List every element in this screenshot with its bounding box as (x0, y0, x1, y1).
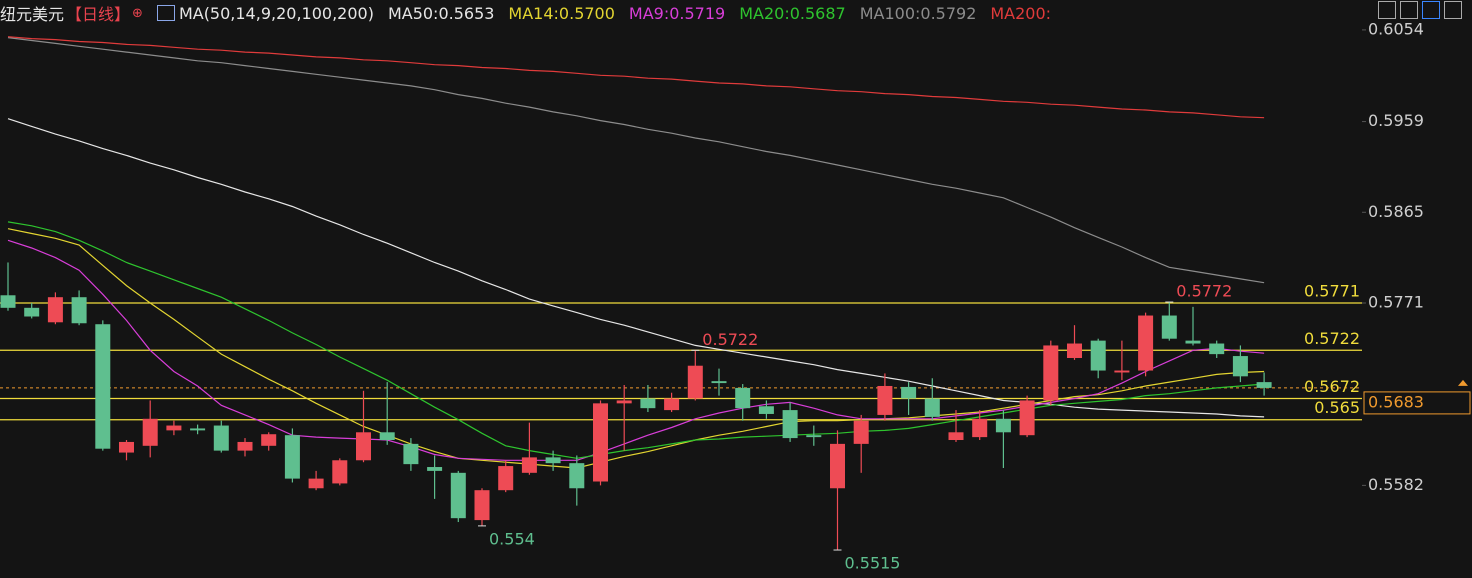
candle-body (1138, 315, 1154, 371)
candle-body (95, 324, 111, 449)
y-tick-label: 0.5582 (1368, 475, 1424, 494)
add-icon[interactable]: ⊕ (132, 5, 143, 21)
candle-body (687, 365, 703, 399)
candle-body (877, 385, 893, 415)
high-label: 0.5722 (702, 330, 758, 349)
candle-body (379, 432, 395, 441)
candle-body (427, 467, 443, 471)
candle-body (616, 400, 632, 404)
candle-body (758, 406, 774, 414)
high-label: 0.5772 (1176, 282, 1232, 301)
candle-body (782, 410, 798, 439)
level-label: 0.5722 (1304, 329, 1360, 348)
y-tick-label: 0.6054 (1368, 19, 1424, 38)
indicator: MA(50,14,9,20,100,200) (178, 3, 374, 23)
last-price-label: 0.5683 (1368, 392, 1424, 411)
ma-line (7, 221, 1265, 459)
candle-body (213, 425, 229, 451)
candle-body (640, 398, 656, 409)
candle-body (853, 420, 869, 444)
candle-body (924, 398, 940, 417)
candle-body (664, 398, 680, 411)
candle-body (142, 418, 158, 446)
ma-line (7, 118, 1265, 418)
level-label: 0.565 (1314, 398, 1360, 417)
candle-body (806, 435, 822, 438)
low-label: 0.5515 (845, 554, 901, 573)
tool-button[interactable] (1378, 1, 1396, 19)
candle-body (735, 387, 751, 409)
level-label: 0.5672 (1304, 377, 1360, 396)
period[interactable]: 【日线】 (66, 5, 131, 24)
legend-entry: MA14:0.5700 (508, 3, 615, 23)
y-tick-label: 0.5771 (1368, 292, 1424, 311)
legend-entry: MA50:0.5653 (387, 3, 495, 23)
candle-body (593, 403, 608, 482)
candle-body (498, 466, 514, 491)
candle-body (284, 435, 300, 479)
candle-body (1256, 382, 1272, 388)
candle-body (569, 463, 585, 489)
candle-body (24, 307, 40, 317)
tool-button[interactable] (1422, 1, 1440, 19)
toolbar (1378, 1, 1462, 19)
candle-body (972, 418, 988, 438)
candle-body (308, 478, 324, 489)
candle-body (1114, 370, 1130, 373)
candle-body (1232, 356, 1248, 377)
last-price-box (1363, 391, 1471, 415)
candle-body (356, 432, 371, 461)
ma-line (7, 36, 1265, 119)
candle-body (521, 457, 537, 473)
candle-body (71, 297, 87, 324)
y-tick-label: 0.5865 (1368, 202, 1424, 221)
candle-body (450, 472, 466, 519)
legend-entry: MA100:0.5792 (859, 3, 977, 23)
indicator-icon[interactable] (156, 5, 175, 21)
candle-body (545, 457, 561, 464)
candle-body (995, 418, 1011, 433)
candle-body (1067, 343, 1082, 358)
y-tick-label: 0.5959 (1368, 111, 1424, 130)
candle-body (1019, 400, 1035, 436)
legend-entry: MA200: (990, 3, 1052, 23)
candle-body (237, 441, 253, 451)
candle-body (948, 432, 964, 441)
tool-button[interactable] (1444, 1, 1462, 19)
legend-entry: MA9:0.5719 (628, 3, 726, 23)
candle-body (1209, 343, 1225, 355)
header: 纽元美元 【日线】 ⊕ MA(50,14,9,20,100,200) MA50:… (0, 0, 1065, 26)
last-price-arrow (1458, 379, 1468, 386)
candle-body (1043, 345, 1059, 401)
candle-body (711, 381, 727, 384)
candle-body (901, 386, 917, 399)
ma-line (7, 37, 1265, 284)
low-label: 0.554 (489, 529, 535, 548)
candle-body (403, 443, 419, 465)
candle-body (1090, 340, 1106, 371)
candle-body (1161, 315, 1177, 339)
candle-body (1185, 340, 1201, 344)
candle-body (830, 443, 845, 489)
ma-line (7, 239, 1265, 461)
candle-body (47, 297, 63, 323)
candle-body (474, 490, 490, 521)
axis-panel (1362, 0, 1472, 578)
candle-body (332, 460, 348, 484)
level-label: 0.5771 (1304, 281, 1360, 300)
candle-body (166, 425, 182, 431)
candle-body (190, 428, 206, 431)
candle-body (261, 434, 277, 446)
chart-title: 纽元美元 (0, 5, 65, 24)
legend-entry: MA20:0.5687 (739, 3, 846, 23)
candle-body (119, 441, 134, 453)
tool-button[interactable] (1400, 1, 1418, 19)
candle-body (0, 295, 16, 308)
